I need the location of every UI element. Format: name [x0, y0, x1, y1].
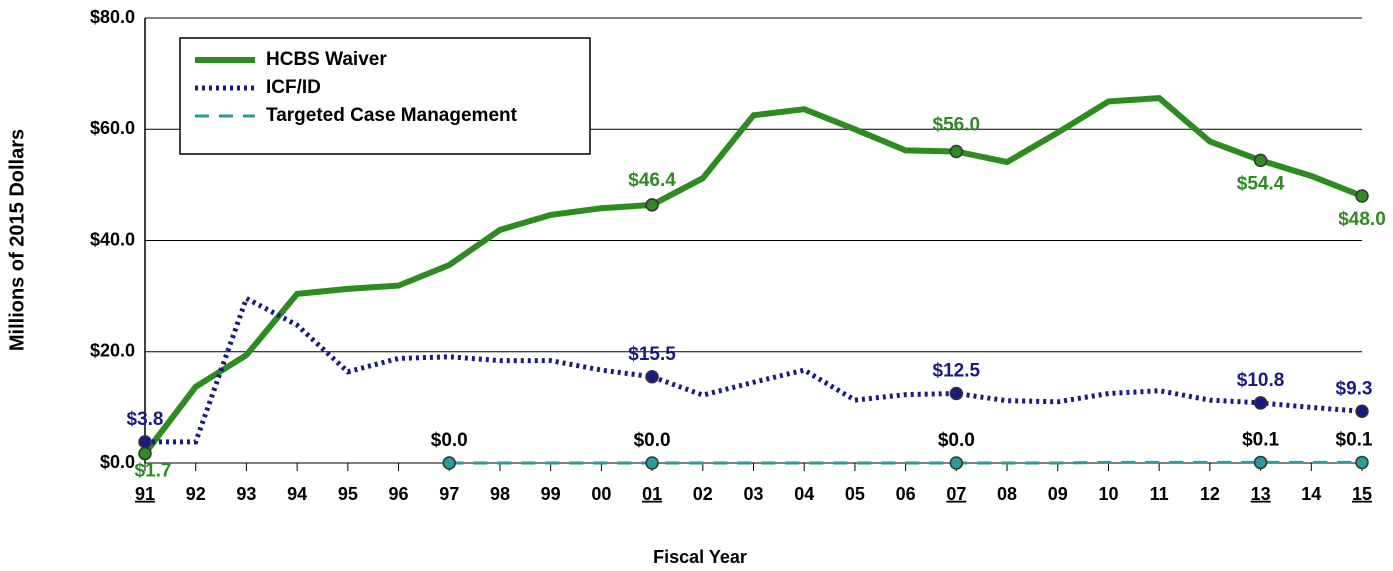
x-tick-label: 99: [541, 484, 561, 504]
data-label: $54.4: [1237, 173, 1285, 194]
x-tick-label: 02: [693, 484, 713, 504]
point-marker: [138, 435, 152, 449]
point-marker: [645, 370, 659, 384]
x-tick-label: 04: [794, 484, 814, 504]
y-tick-label: $20.0: [90, 341, 135, 361]
legend-label: HCBS Waiver: [266, 49, 387, 70]
data-label: $0.1: [1336, 429, 1373, 450]
legend-label: ICF/ID: [266, 77, 321, 98]
x-tick-label: 11: [1150, 484, 1169, 504]
point-marker: [645, 198, 659, 212]
x-tick-label: 97: [439, 484, 459, 504]
series-line: [449, 460, 1362, 465]
series-line: [142, 95, 1364, 456]
x-tick-label: 05: [845, 484, 865, 504]
y-axis-label: Millions of 2015 Dollars: [6, 129, 28, 351]
x-tick-label: 91: [135, 484, 155, 504]
x-tick-label: 10: [1098, 484, 1118, 504]
x-tick-label: 07: [946, 484, 966, 504]
x-tick-label: 15: [1352, 484, 1372, 504]
x-tick-label: 06: [896, 484, 916, 504]
x-tick-label: 13: [1251, 484, 1271, 504]
data-label: $0.1: [1242, 429, 1279, 450]
data-label: $3.8: [127, 409, 164, 430]
x-tick-label: 08: [997, 484, 1017, 504]
point-marker: [949, 144, 964, 159]
data-label: $12.5: [933, 360, 981, 381]
data-label: $1.7: [135, 461, 172, 482]
x-tick-label: 93: [236, 484, 256, 504]
x-axis-label: Fiscal Year: [653, 547, 747, 566]
point-marker: [1253, 153, 1268, 168]
x-tick-label: 14: [1301, 484, 1321, 504]
data-label: $56.0: [933, 115, 981, 136]
data-label: $0.0: [938, 430, 975, 451]
x-tick-label: 00: [591, 484, 611, 504]
x-tick-label: 01: [642, 484, 662, 504]
point-marker: [442, 456, 456, 470]
data-label: $9.3: [1336, 378, 1373, 399]
x-tick-label: 96: [389, 484, 409, 504]
data-label: $46.4: [628, 170, 676, 191]
point-marker: [138, 446, 152, 461]
point-marker: [1355, 404, 1369, 419]
point-marker: [645, 456, 659, 470]
legend-label: Targeted Case Management: [266, 105, 518, 126]
data-label: $48.0: [1338, 209, 1386, 230]
x-tick-label: 95: [338, 484, 358, 504]
point-marker: [1253, 396, 1268, 410]
x-tick-label: 94: [287, 484, 307, 504]
point-marker: [1355, 455, 1369, 470]
data-label: $0.0: [431, 430, 468, 451]
data-label: $10.8: [1237, 370, 1285, 391]
x-tick-label: 98: [490, 484, 510, 504]
x-tick-label: 09: [1048, 484, 1068, 504]
x-tick-label: 12: [1200, 484, 1220, 504]
point-marker: [1253, 455, 1268, 470]
y-tick-label: $60.0: [90, 118, 135, 138]
y-tick-label: $40.0: [90, 229, 135, 249]
point-marker: [949, 386, 964, 401]
y-tick-label: $0.0: [100, 452, 135, 472]
data-label: $15.5: [628, 344, 676, 365]
x-tick-label: 92: [186, 484, 206, 504]
point-marker: [1355, 189, 1369, 203]
point-marker: [949, 456, 964, 470]
data-label: $0.0: [634, 430, 671, 451]
y-tick-label: $80.0: [90, 7, 135, 27]
x-tick-label: 03: [743, 484, 763, 504]
series-line: [145, 294, 1363, 445]
